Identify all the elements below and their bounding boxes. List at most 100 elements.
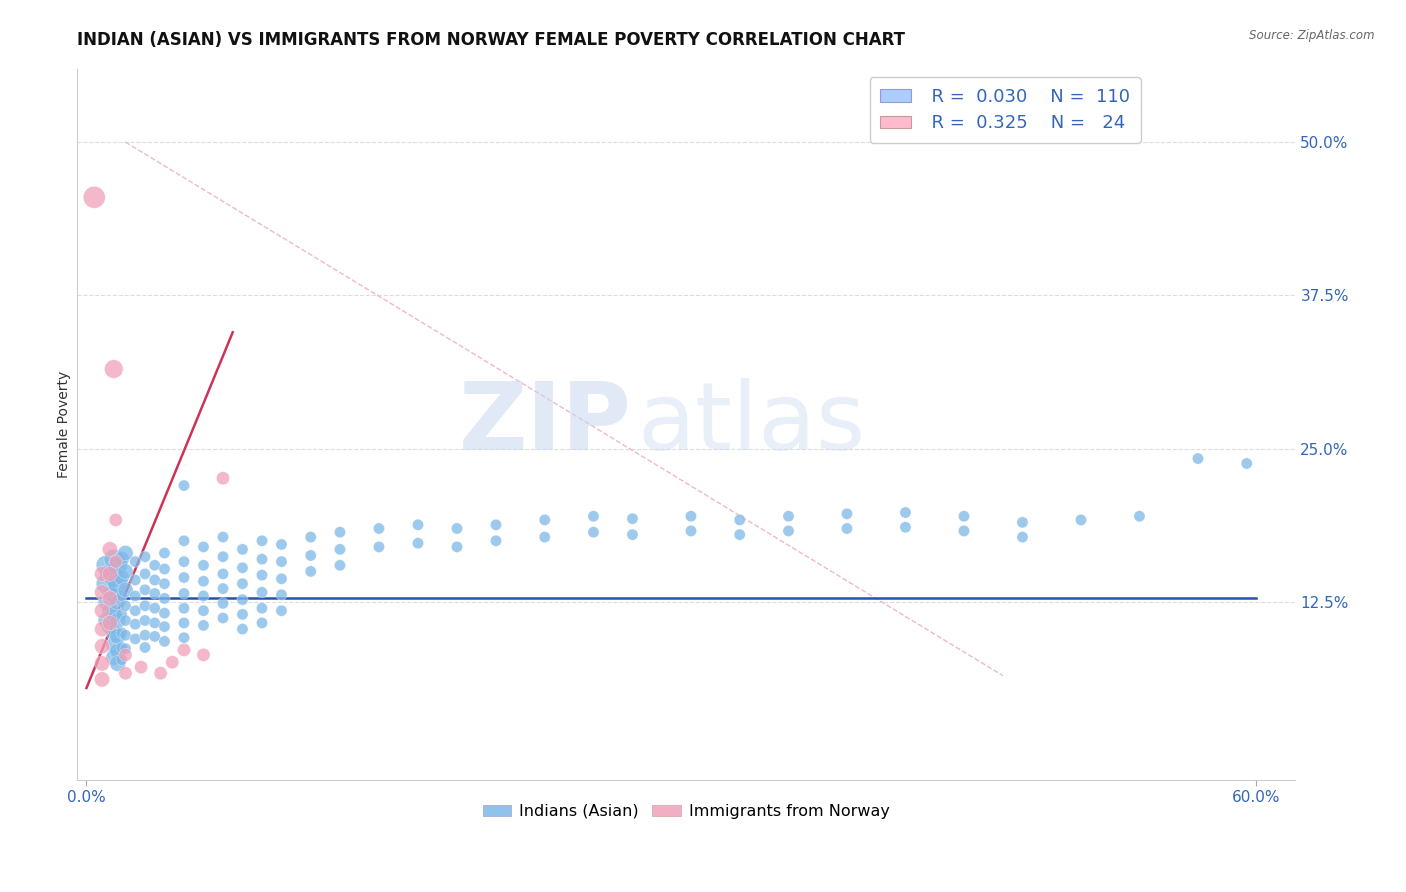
Point: [98, 619, 121, 633]
Point: [1070, 513, 1092, 527]
Point: [173, 615, 195, 630]
Point: [778, 509, 800, 524]
Point: [110, 552, 132, 566]
Point: [103, 650, 125, 665]
Point: [270, 604, 292, 618]
Point: [134, 614, 156, 628]
Point: [98, 542, 121, 557]
Point: [193, 648, 215, 662]
Point: [124, 573, 146, 587]
Point: [114, 666, 136, 681]
Point: [153, 546, 176, 560]
Point: [173, 570, 195, 584]
Point: [679, 524, 702, 538]
Point: [153, 606, 176, 620]
Point: [143, 573, 166, 587]
Point: [299, 530, 322, 544]
Point: [1128, 509, 1150, 524]
Point: [153, 619, 176, 633]
Point: [778, 524, 800, 538]
Point: [193, 558, 215, 573]
Point: [134, 566, 156, 581]
Point: [231, 592, 253, 607]
Point: [114, 614, 136, 628]
Text: INDIAN (ASIAN) VS IMMIGRANTS FROM NORWAY FEMALE POVERTY CORRELATION CHART: INDIAN (ASIAN) VS IMMIGRANTS FROM NORWAY…: [77, 31, 905, 49]
Point: [270, 555, 292, 569]
Point: [107, 558, 129, 573]
Point: [250, 601, 273, 615]
Point: [212, 582, 235, 596]
Point: [103, 570, 125, 584]
Point: [107, 629, 129, 643]
Point: [107, 595, 129, 609]
Point: [104, 555, 127, 569]
Point: [98, 615, 121, 630]
Point: [94, 558, 117, 573]
Point: [110, 589, 132, 603]
Point: [98, 566, 121, 581]
Point: [83, 190, 105, 204]
Point: [162, 655, 184, 669]
Point: [621, 511, 644, 525]
Point: [91, 585, 114, 599]
Legend: Indians (Asian), Immigrants from Norway: Indians (Asian), Immigrants from Norway: [477, 797, 896, 825]
Point: [299, 565, 322, 579]
Point: [582, 525, 605, 540]
Point: [103, 589, 125, 603]
Point: [143, 615, 166, 630]
Point: [894, 520, 917, 534]
Point: [91, 673, 114, 687]
Point: [103, 625, 125, 640]
Point: [193, 574, 215, 589]
Point: [134, 549, 156, 564]
Point: [91, 566, 114, 581]
Point: [153, 634, 176, 648]
Point: [533, 530, 555, 544]
Point: [98, 566, 121, 581]
Point: [110, 570, 132, 584]
Point: [533, 513, 555, 527]
Point: [299, 549, 322, 563]
Point: [114, 628, 136, 642]
Point: [231, 542, 253, 557]
Point: [153, 591, 176, 606]
Point: [110, 607, 132, 622]
Point: [103, 362, 125, 376]
Point: [953, 524, 976, 538]
Point: [124, 589, 146, 603]
Point: [114, 565, 136, 579]
Point: [1236, 457, 1258, 471]
Point: [94, 595, 117, 609]
Point: [193, 618, 215, 632]
Point: [728, 513, 751, 527]
Point: [368, 540, 391, 554]
Point: [329, 558, 352, 573]
Point: [114, 641, 136, 656]
Point: [107, 576, 129, 591]
Point: [114, 546, 136, 560]
Point: [110, 625, 132, 640]
Point: [193, 589, 215, 603]
Point: [446, 540, 468, 554]
Point: [446, 521, 468, 535]
Point: [173, 643, 195, 657]
Point: [124, 604, 146, 618]
Point: [1011, 530, 1033, 544]
Point: [98, 586, 121, 600]
Point: [103, 607, 125, 622]
Point: [835, 507, 858, 521]
Text: atlas: atlas: [637, 378, 866, 470]
Point: [406, 536, 429, 550]
Point: [173, 478, 195, 492]
Point: [368, 521, 391, 535]
Point: [110, 640, 132, 655]
Point: [485, 533, 508, 548]
Point: [212, 611, 235, 625]
Point: [212, 566, 235, 581]
Point: [231, 560, 253, 574]
Point: [98, 591, 121, 606]
Point: [143, 586, 166, 600]
Point: [250, 552, 273, 566]
Point: [173, 555, 195, 569]
Point: [212, 530, 235, 544]
